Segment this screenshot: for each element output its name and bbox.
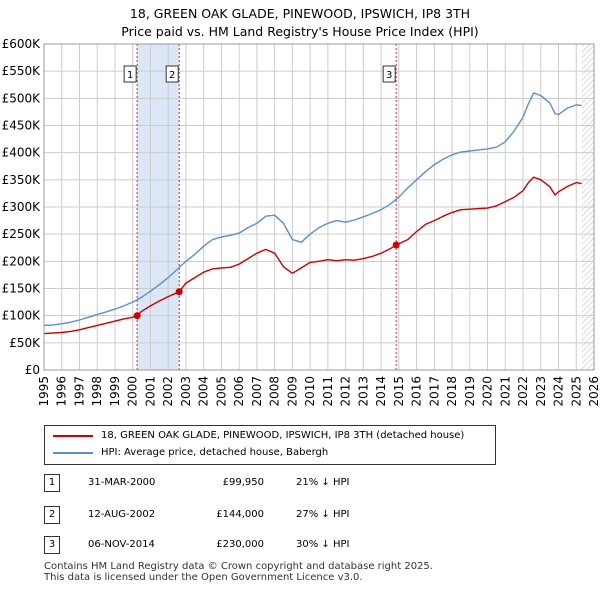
x-tick-label: 2010 (303, 376, 317, 407)
transaction-date: 06-NOV-2014 (88, 539, 155, 550)
transaction-number: 3 (44, 536, 60, 554)
y-tick-label: £400K (2, 146, 42, 160)
transaction-hpi-diff: 30% ↓ HPI (296, 539, 350, 550)
y-tick-label: £0 (25, 363, 40, 377)
x-tick-label: 2007 (250, 376, 264, 407)
x-tick-label: 2020 (481, 376, 495, 407)
y-tick-label: £500K (2, 91, 42, 105)
price-chart: £0 £50K £100K £150K £200K £250K £300K £350K £400… (2, 37, 600, 407)
x-tick-label: 2014 (374, 376, 388, 407)
legend-label-property: 18, GREEN OAK GLADE, PINEWOOD, IPSWICH, … (101, 430, 465, 441)
sale-point (392, 241, 400, 249)
sale-marker-box (165, 65, 179, 83)
transaction-number: 2 (44, 506, 60, 524)
y-tick-label: £150K (2, 282, 42, 296)
x-tick-label: 1997 (72, 376, 86, 407)
x-tick-label: 2000 (126, 376, 140, 407)
x-tick-label: 2018 (445, 376, 459, 407)
x-tick-label: 1995 (37, 376, 51, 407)
x-tick-label: 2003 (179, 376, 193, 407)
footer-licence: This data is licensed under the Open Gov… (44, 572, 363, 583)
x-tick-label: 2022 (516, 376, 530, 407)
transaction-hpi-diff: 21% ↓ HPI (296, 477, 350, 488)
sale-marker-label: 3 (386, 70, 392, 81)
transaction-date: 12-AUG-2002 (88, 509, 156, 520)
x-tick-label: 2011 (321, 376, 335, 407)
sale-marker-box (382, 65, 396, 83)
chart-subtitle: Price paid vs. HM Land Registry's House … (121, 24, 479, 39)
x-tick-label: 2002 (161, 376, 175, 407)
x-tick-label: 1998 (90, 376, 104, 407)
y-tick-label: £50K (9, 336, 41, 350)
x-tick-label: 2021 (498, 376, 512, 407)
x-tick-label: 2026 (587, 376, 600, 407)
x-tick-label: 2001 (143, 376, 157, 407)
sale-point (133, 312, 141, 320)
x-tick-label: 1996 (55, 376, 69, 407)
y-tick-label: £450K (2, 119, 42, 133)
y-tick-label: £200K (2, 254, 42, 268)
y-tick-label: £250K (2, 227, 42, 241)
legend-label-hpi: HPI: Average price, detached house, Babe… (101, 447, 329, 458)
x-tick-label: 2013 (356, 376, 370, 407)
sale-point (175, 288, 183, 296)
x-tick-label: 2005 (214, 376, 228, 407)
transaction-price: £99,950 (222, 477, 264, 488)
plot-border (43, 43, 595, 371)
y-tick-label: £350K (2, 173, 42, 187)
x-tick-label: 2008 (268, 376, 282, 407)
x-tick-label: 2023 (534, 376, 548, 407)
sale-marker-label: 1 (127, 70, 133, 81)
transaction-price: £144,000 (216, 509, 264, 520)
legend-swatch-blue (53, 452, 93, 454)
x-tick-label: 2004 (197, 376, 211, 407)
x-tick-label: 2015 (392, 376, 406, 407)
x-tick-label: 2016 (410, 376, 424, 407)
y-tick-label: £600K (2, 37, 42, 51)
x-tick-label: 2024 (552, 376, 566, 407)
y-tick-label: £300K (2, 200, 42, 214)
x-tick-label: 2025 (569, 376, 583, 407)
footer-copyright: Contains HM Land Registry data © Crown c… (44, 561, 433, 572)
x-tick-label: 2012 (339, 376, 353, 407)
sale-marker-box (123, 65, 137, 83)
y-tick-label: £100K (2, 309, 42, 323)
transaction-number: 1 (44, 474, 60, 492)
x-tick-label: 1999 (108, 376, 122, 407)
x-tick-label: 2019 (463, 376, 477, 407)
sale-marker-label: 2 (169, 70, 175, 81)
x-tick-label: 2009 (285, 376, 299, 407)
legend: 18, GREEN OAK GLADE, PINEWOOD, IPSWICH, … (44, 425, 496, 465)
transaction-hpi-diff: 27% ↓ HPI (296, 509, 350, 520)
transaction-price: £230,000 (216, 539, 264, 550)
chart-title: 18, GREEN OAK GLADE, PINEWOOD, IPSWICH, … (129, 6, 471, 21)
x-tick-label: 2006 (232, 376, 246, 407)
x-tick-label: 2017 (427, 376, 441, 407)
legend-swatch-red (53, 435, 93, 437)
hpi-series-line (43, 92, 582, 327)
transaction-date: 31-MAR-2000 (88, 477, 156, 488)
y-tick-label: £550K (2, 64, 42, 78)
